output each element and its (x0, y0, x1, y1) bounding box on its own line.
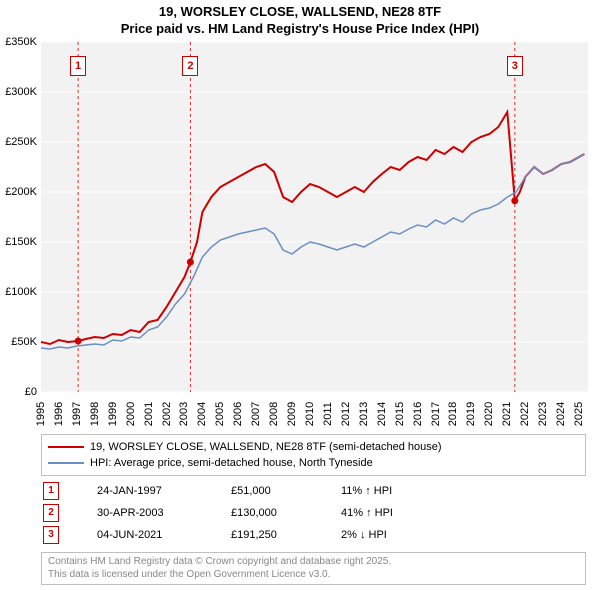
sale-marker-3: 3 (507, 56, 523, 76)
x-tick-label: 2001 (143, 402, 155, 426)
x-tick-label: 2006 (232, 402, 244, 426)
x-tick-label: 2014 (376, 402, 388, 426)
sales-price: £130,000 (231, 507, 341, 519)
chart-container: 19, WORSLEY CLOSE, WALLSEND, NE28 8TF Pr… (0, 0, 600, 590)
x-tick-label: 2015 (394, 402, 406, 426)
x-tick-label: 2002 (161, 402, 173, 426)
sale-marker-2: 2 (182, 56, 198, 76)
x-tick-label: 2012 (340, 402, 352, 426)
x-tick-label: 2025 (573, 402, 585, 426)
footer-attribution: Contains HM Land Registry data © Crown c… (41, 552, 586, 585)
sales-change: 11% ↑ HPI (341, 485, 461, 497)
plot-area: 1 2 3 (41, 42, 588, 392)
sales-price: £191,250 (231, 529, 341, 541)
x-tick-label: 2022 (519, 402, 531, 426)
y-tick-label: £300K (5, 86, 37, 98)
x-tick-label: 2007 (250, 402, 262, 426)
x-tick-label: 1995 (35, 402, 47, 426)
y-tick-label: £100K (5, 286, 37, 298)
x-tick-label: 2000 (125, 402, 137, 426)
x-tick-label: 2016 (412, 402, 424, 426)
chart-title-line2: Price paid vs. HM Land Registry's House … (0, 21, 600, 38)
x-tick-label: 1996 (53, 402, 65, 426)
x-tick-label: 1999 (107, 402, 119, 426)
legend-label: 19, WORSLEY CLOSE, WALLSEND, NE28 8TF (s… (90, 441, 442, 453)
x-tick-label: 1998 (89, 402, 101, 426)
sales-date: 24-JAN-1997 (97, 485, 231, 497)
sales-price: £51,000 (231, 485, 341, 497)
y-tick-label: £150K (5, 236, 37, 248)
x-tick-label: 2019 (465, 402, 477, 426)
chart-svg (41, 42, 588, 392)
x-tick-label: 2009 (286, 402, 298, 426)
y-tick-label: £350K (5, 36, 37, 48)
sale-marker-1: 1 (70, 56, 86, 76)
x-tick-label: 2008 (268, 402, 280, 426)
x-tick-label: 2018 (447, 402, 459, 426)
sales-table: 1 24-JAN-1997£51,00011% ↑ HPI 2 30-APR-2003… (41, 480, 586, 546)
legend-swatch (48, 446, 84, 448)
sales-row: 2 30-APR-2003£130,00041% ↑ HPI (41, 502, 586, 524)
x-tick-label: 2024 (555, 402, 567, 426)
legend-label: HPI: Average price, semi-detached house,… (90, 457, 373, 469)
y-tick-label: £250K (5, 136, 37, 148)
y-tick-label: £50K (11, 336, 37, 348)
y-tick-label: £0 (25, 386, 37, 398)
sales-row: 3 04-JUN-2021£191,2502% ↓ HPI (41, 524, 586, 546)
y-tick-label: £200K (5, 186, 37, 198)
sales-marker-box: 3 (43, 526, 59, 544)
x-axis-labels: 1995199619971998199920002001200220032004… (41, 394, 588, 434)
x-tick-label: 2011 (322, 402, 334, 426)
x-tick-label: 2005 (214, 402, 226, 426)
x-tick-label: 1997 (71, 402, 83, 426)
legend-item: HPI: Average price, semi-detached house,… (48, 455, 579, 471)
sales-marker-box: 2 (43, 504, 59, 522)
x-tick-label: 2021 (501, 402, 513, 426)
legend-swatch (48, 462, 84, 464)
legend-item: 19, WORSLEY CLOSE, WALLSEND, NE28 8TF (s… (48, 439, 579, 455)
sales-row: 1 24-JAN-1997£51,00011% ↑ HPI (41, 480, 586, 502)
x-tick-label: 2004 (196, 402, 208, 426)
sales-date: 04-JUN-2021 (97, 529, 231, 541)
sales-change: 2% ↓ HPI (341, 529, 461, 541)
x-tick-label: 2020 (483, 402, 495, 426)
x-tick-label: 2003 (178, 402, 190, 426)
x-tick-label: 2017 (430, 402, 442, 426)
sales-marker-box: 1 (43, 482, 59, 500)
x-tick-label: 2023 (537, 402, 549, 426)
x-tick-label: 2010 (304, 402, 316, 426)
chart-title-line1: 19, WORSLEY CLOSE, WALLSEND, NE28 8TF (0, 0, 600, 21)
sales-change: 41% ↑ HPI (341, 507, 461, 519)
footer-line2: This data is licensed under the Open Gov… (48, 569, 579, 582)
legend: 19, WORSLEY CLOSE, WALLSEND, NE28 8TF (s… (41, 434, 586, 476)
x-tick-label: 2013 (358, 402, 370, 426)
sales-date: 30-APR-2003 (97, 507, 231, 519)
footer-line1: Contains HM Land Registry data © Crown c… (48, 556, 579, 569)
y-axis-labels: £0£50K£100K£150K£200K£250K£300K£350K (0, 42, 39, 392)
